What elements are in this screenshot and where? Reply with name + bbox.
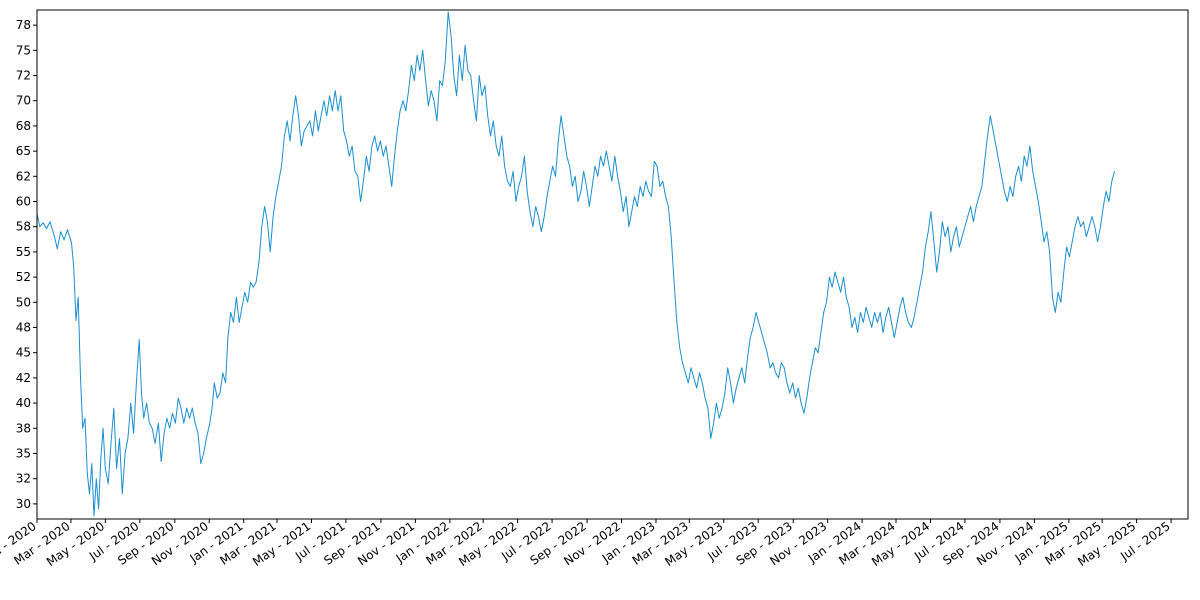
y-tick-label: 48	[16, 320, 31, 334]
y-tick-label: 72	[16, 69, 31, 83]
series-line	[36, 11, 1116, 517]
y-tick-label: 58	[16, 220, 31, 234]
y-tick-label: 55	[16, 245, 31, 259]
y-tick-label: 35	[16, 446, 31, 460]
y-tick-label: 70	[16, 94, 31, 108]
y-tick-label: 68	[16, 119, 31, 133]
y-axis: 30 32 35 38 40 42 45 48 50 52 55 58 60 62 65 68 70 72 75 78	[16, 18, 37, 511]
y-tick-label: 38	[16, 421, 31, 435]
axes-frame	[36, 9, 1189, 520]
y-tick-label: 62	[16, 169, 31, 183]
plot-area	[36, 11, 1116, 517]
y-tick-label: 40	[16, 396, 31, 410]
y-tick-label: 42	[16, 371, 31, 385]
y-tick-label: 52	[16, 270, 31, 284]
y-tick-label: 45	[16, 346, 31, 360]
y-tick-label: 75	[16, 43, 31, 57]
y-tick-label: 32	[16, 472, 31, 486]
y-tick-label: 60	[16, 195, 31, 209]
y-tick-label: 78	[16, 18, 31, 32]
y-tick-label: 65	[16, 144, 31, 158]
y-tick-label: 30	[16, 497, 31, 511]
y-tick-label: 50	[16, 295, 31, 309]
